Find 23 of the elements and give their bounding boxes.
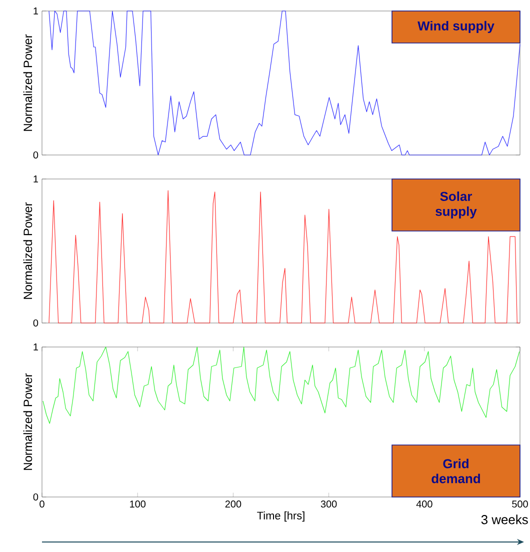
x-tick-label: 500 <box>512 500 528 508</box>
x-tick-label: 200 <box>225 500 242 508</box>
y-tick-label: 1 <box>34 344 38 350</box>
line-series <box>42 346 520 424</box>
x-tick-label: 100 <box>130 500 146 508</box>
x-tick-label: 300 <box>320 500 337 508</box>
y-tick-label: 0 <box>33 319 38 327</box>
x-axis-title: Time [hrs] <box>257 511 304 522</box>
x-tick-label: 400 <box>416 500 432 508</box>
y-tick-label: 1 <box>34 176 38 182</box>
annotation: Grid demand <box>432 458 480 484</box>
line-series <box>48 190 520 324</box>
text: 3 weeks <box>481 514 528 524</box>
line-series <box>48 10 520 156</box>
x-tick-label: 0 <box>40 500 44 508</box>
y-tick-label: 0 <box>33 151 38 159</box>
y-tick-label: 1 <box>34 8 38 14</box>
annotation: Wind supply <box>418 20 494 34</box>
y-axis-title: Normalized Power <box>23 34 32 131</box>
y-axis-title: Normalized Power <box>23 202 32 299</box>
annotation: Solar supply <box>436 191 477 219</box>
y-axis-title: Normalized Power <box>23 373 32 470</box>
y-tick-label: 0 <box>33 493 38 501</box>
